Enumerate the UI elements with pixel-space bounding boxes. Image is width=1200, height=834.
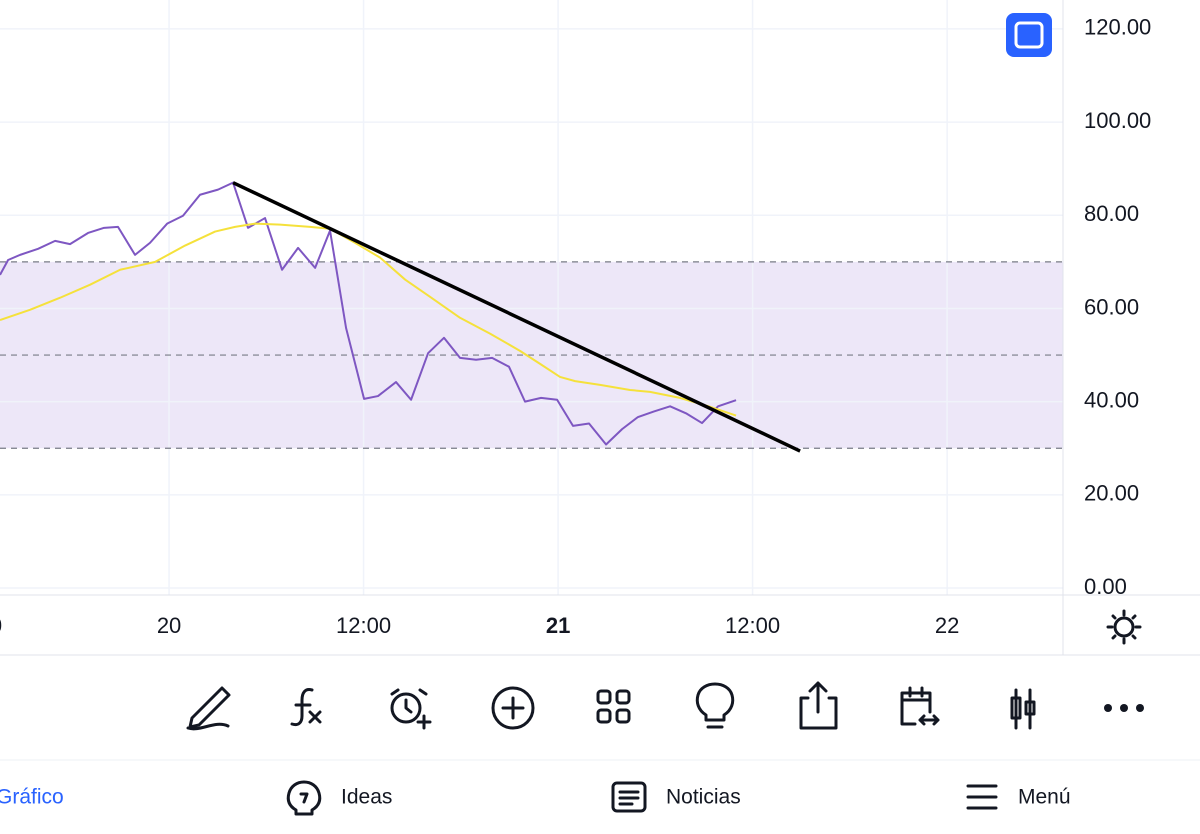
settings-button[interactable]	[1106, 609, 1142, 645]
indicators[interactable]	[290, 688, 322, 727]
nav-item[interactable]: Menú	[1018, 786, 1071, 809]
alert[interactable]	[390, 688, 432, 730]
x-tick-label: 21	[546, 613, 570, 638]
more[interactable]	[1104, 704, 1144, 712]
draw-tool[interactable]	[186, 686, 231, 731]
y-tick-label: 40.00	[1084, 387, 1139, 412]
y-tick-label: 0.00	[1084, 574, 1127, 599]
x-tick-label: 20	[157, 613, 181, 638]
news-icon	[611, 781, 647, 813]
plot	[0, 0, 1063, 595]
trend-line	[232, 181, 801, 453]
add[interactable]	[491, 686, 535, 730]
ideas-icon	[286, 780, 322, 816]
share[interactable]	[799, 681, 838, 730]
y-tick-label: 60.00	[1084, 294, 1139, 319]
nav-item[interactable]: Ideas	[341, 786, 392, 809]
x-tick-label: 22	[935, 613, 959, 638]
layouts[interactable]	[596, 689, 631, 724]
chart-type[interactable]	[1010, 688, 1036, 730]
y-tick-label: 120.00	[1084, 15, 1151, 40]
x-tick-label: 12:00	[725, 613, 780, 638]
y-tick-label: 80.00	[1084, 201, 1139, 226]
series-line	[0, 222, 737, 417]
nav-item[interactable]: Noticias	[666, 786, 741, 809]
nav-item[interactable]: Gráfico	[0, 786, 64, 809]
series-line	[0, 181, 737, 446]
y-tick-label: 20.00	[1084, 481, 1139, 506]
x-tick-label: 12:00	[0, 613, 2, 638]
x-tick-label: 12:00	[336, 613, 391, 638]
y-tick-label: 100.00	[1084, 108, 1151, 133]
fullscreen-button[interactable]	[1006, 13, 1052, 57]
menu-icon	[966, 784, 998, 810]
ideas[interactable]	[695, 682, 735, 729]
date-range[interactable]	[900, 686, 940, 726]
